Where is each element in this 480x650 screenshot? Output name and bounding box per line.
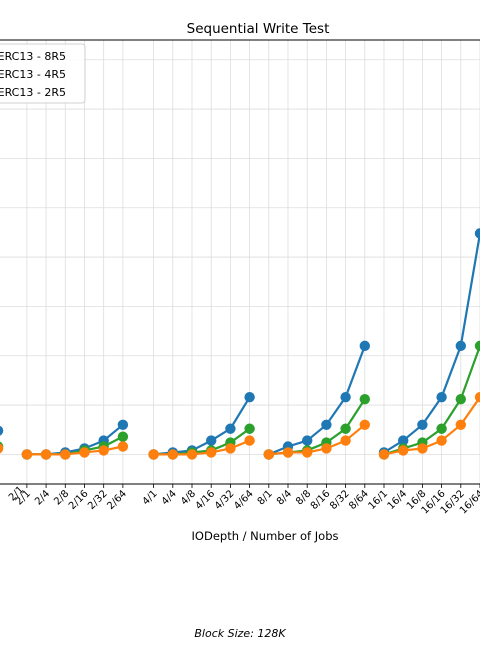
legend-entry-8r5: PERC13 - 8R5 <box>0 50 66 63</box>
x-axis-label: IODepth / Number of Jobs <box>192 529 339 543</box>
series-2-point-0-3 <box>79 447 90 458</box>
series-0-point-3-3 <box>436 391 447 403</box>
legend-box <box>0 43 86 104</box>
series-2-point-2-3 <box>321 443 332 454</box>
x-tick-label-2-3: 8/16 <box>309 488 333 512</box>
series-2-point-3-1 <box>398 445 409 456</box>
series-0-point-2-5 <box>359 340 370 352</box>
series-1-point-1-5 <box>244 423 255 434</box>
series-0-point-0-5 <box>117 419 129 430</box>
x-tick-label-1-4: 4/32 <box>213 488 237 512</box>
x-tick-label-2-0: 8/1 <box>256 488 275 507</box>
series-0 <box>0 228 480 460</box>
series-1-point-0-5 <box>117 431 129 442</box>
series-1-point-2-5 <box>359 393 370 405</box>
series-2-point-1-4 <box>225 443 236 454</box>
series-2-point-1-2 <box>186 449 198 460</box>
series-2-point-0-2 <box>60 449 71 460</box>
series-2-point-2-5 <box>359 419 370 430</box>
series-1-point-3-3 <box>436 423 447 434</box>
x-tick-label-1-3: 4/16 <box>194 488 218 512</box>
series-2-point-2-1 <box>282 447 294 458</box>
x-tick-label-2-1: 8/4 <box>275 488 294 507</box>
x-tick-label-1-1: 4/4 <box>160 488 179 507</box>
x-tick-label-0-3: 2/16 <box>67 488 91 512</box>
series-2-point-0-4 <box>98 445 109 456</box>
series-2-point-0-0 <box>21 449 33 460</box>
x-tick-labels: 2/1 2/4 2/82/162/322/64 4/1 4/4 4/84/164/324/… <box>7 484 480 517</box>
legend-entry-4r5: PERC13 - 4R5 <box>0 68 66 81</box>
series-1-point-2-4 <box>340 423 351 434</box>
series-2-point-3-4 <box>455 419 466 430</box>
x-tick-label-2-4: 8/32 <box>328 488 352 512</box>
x-tick-label-3-1: 16/4 <box>386 488 410 512</box>
series-0-point-3-4 <box>455 340 466 352</box>
x-tick-label-0-4: 2/32 <box>86 488 110 512</box>
x-tick-label-0-1: 2/4 <box>33 488 52 507</box>
legend-entry-2r5: PERC13 - 2R5 <box>0 86 66 99</box>
series-0-point-2-3 <box>321 419 332 430</box>
chart-title: Sequential Write Test <box>187 21 330 37</box>
series-0-point-3-1 <box>398 435 409 446</box>
series-0-point-1-4 <box>225 423 236 434</box>
series-2 <box>0 391 480 460</box>
series-2-point-0-1 <box>40 449 52 460</box>
series-2-point-3-2 <box>417 443 428 454</box>
x-tick-label-3-0: 16/1 <box>366 488 390 512</box>
series-2-point-1-1 <box>167 449 178 460</box>
series-2-point-2-4 <box>340 435 351 446</box>
series-2-point-3-0 <box>378 449 390 460</box>
series-0-point-2-4 <box>340 391 351 403</box>
x-tick-label-0-5: 2/64 <box>105 488 129 512</box>
x-tick-label-1-0: 4/1 <box>141 488 160 507</box>
series-2-point-3-5 <box>474 391 480 403</box>
series-2-point-3-3 <box>436 435 447 446</box>
series-2-point-1-5 <box>244 435 255 446</box>
series-2-point-2-2 <box>302 447 313 458</box>
block-size-caption: Block Size: 128K <box>194 627 286 640</box>
x-tick-label-1-5: 4/64 <box>232 488 256 512</box>
series-2-edge-point <box>0 443 4 454</box>
series-0-point-1-3 <box>206 435 217 446</box>
series-1-point-3-4 <box>455 393 466 405</box>
grid <box>0 40 480 484</box>
series-2-point-1-3 <box>206 447 217 458</box>
series-2-point-1-0 <box>148 449 159 460</box>
series-0-point-3-2 <box>417 419 428 430</box>
series-0-point-1-5 <box>244 391 255 403</box>
series-0-point-3-5 <box>474 228 480 239</box>
series-2-point-0-5 <box>117 441 129 452</box>
series-0-point-2-2 <box>302 435 313 446</box>
x-tick-label-2-5: 8/64 <box>347 488 371 512</box>
series-layer <box>0 228 480 460</box>
legend: PERC13 - 8R5 PERC13 - 4R5 PERC13 - 2R5 <box>0 43 86 104</box>
series-2-point-2-0 <box>263 449 274 460</box>
series-0-line-2 <box>268 345 366 456</box>
series-1-point-3-5 <box>474 340 480 352</box>
series-0-edge-point <box>0 425 4 436</box>
